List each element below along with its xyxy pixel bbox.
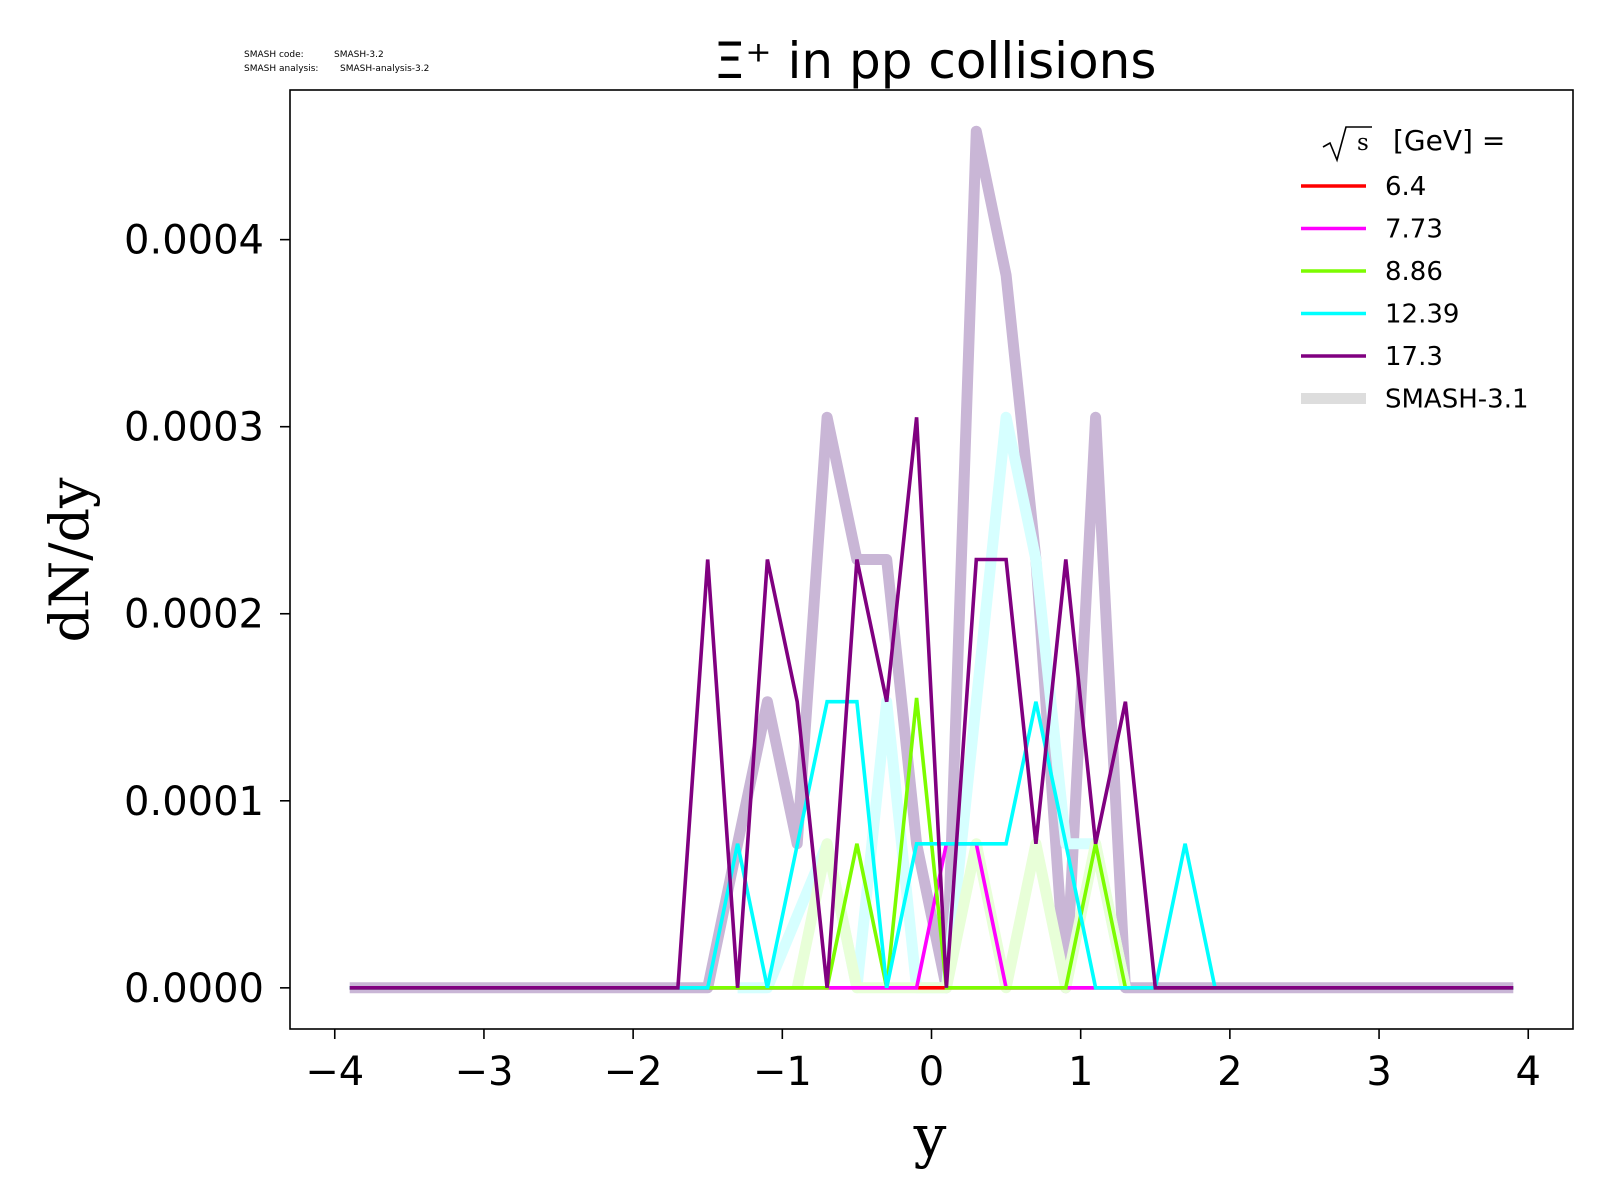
meta-line2-label: SMASH analysis: [244,64,318,74]
series-line-17-3 [349,417,1514,990]
legend-title: s [GeV] = [1322,124,1505,163]
series-line-12-39 [349,699,1514,990]
chart-title: Ξ⁺ in pp collisions [714,32,1157,90]
meta-line2-value: SMASH-analysis-3.2 [340,64,429,74]
x-tick-label: −2 [604,1049,663,1095]
y-tick-label: 0.0002 [124,592,264,638]
y-tick-label: 0.0004 [124,218,264,264]
meta-line1-value: SMASH-3.2 [334,50,384,60]
legend-label: SMASH-3.1 [1385,385,1529,415]
meta-line1-label: SMASH code: [244,50,304,60]
x-tick-label: −4 [305,1049,364,1095]
legend-title-sqrt-arg: s [1357,130,1369,156]
x-tick-label: −3 [454,1049,513,1095]
x-tick-label: 2 [1217,1049,1242,1095]
x-axis: −4 −3 −2 −1 0 1 2 3 4 [305,1029,1541,1095]
y-tick-label: 0.0001 [124,779,264,825]
x-tick-label: 3 [1366,1049,1391,1095]
sqrt-icon [1322,126,1372,163]
legend-label: 17.3 [1385,342,1443,372]
x-tick-label: −1 [753,1049,812,1095]
y-axis: 0.0000 0.0001 0.0002 0.0003 0.0004 [124,218,290,1012]
legend: s [GeV] = 6.4 7.73 8.86 12.39 17.3 SMASH-3.1 [1301,124,1529,415]
smash-version-info: SMASH code: SMASH-3.2 SMASH analysis: SM… [244,50,429,74]
x-tick-label: 0 [919,1049,944,1095]
legend-label: 7.73 [1385,215,1443,245]
x-tick-label: 1 [1068,1049,1093,1095]
legend-label: 8.86 [1385,257,1443,287]
series-line-7-73 [349,841,1514,990]
y-tick-label: 0.0000 [124,966,264,1012]
series-layer [349,417,1514,990]
legend-label: 12.39 [1385,300,1459,330]
x-axis-label: y [913,1102,947,1170]
plot-frame [289,89,1574,1030]
y-axis-label: dN/dy [38,477,101,643]
x-tick-label: 4 [1516,1049,1541,1095]
y-tick-label: 0.0003 [124,405,264,451]
legend-title-suffix: [GeV] = [1393,124,1505,157]
legend-label: 6.4 [1385,172,1426,202]
